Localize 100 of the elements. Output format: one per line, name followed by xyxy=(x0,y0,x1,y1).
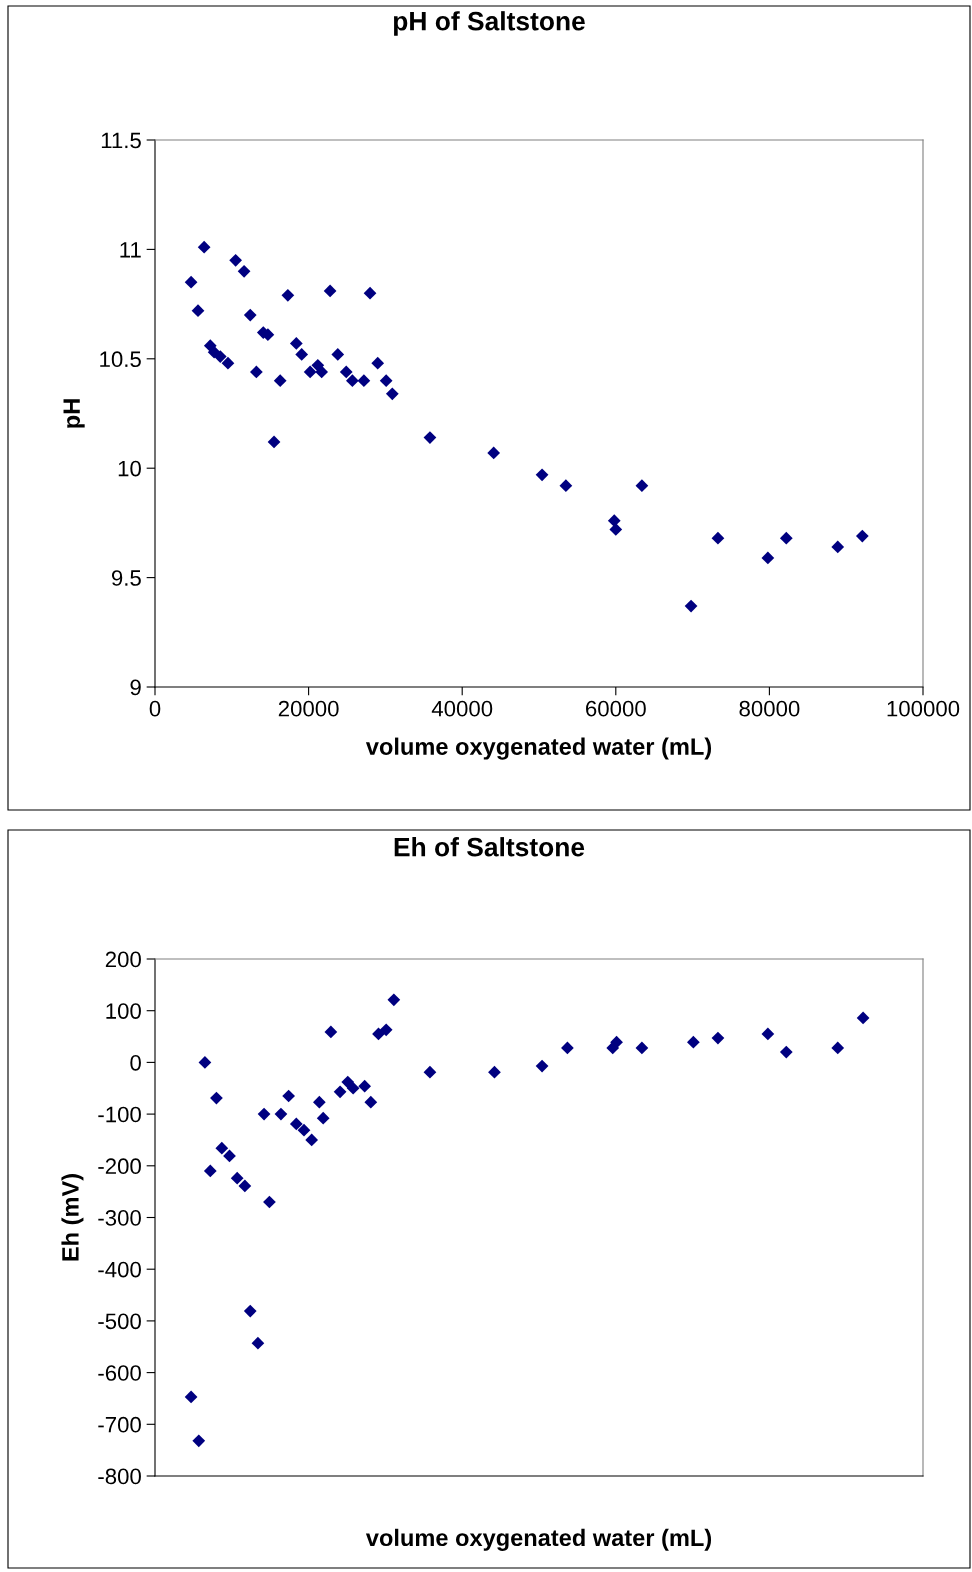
y-tick-label: -500 xyxy=(98,1313,141,1330)
y-tick-label: 11 xyxy=(120,242,141,258)
chart-title: pH of Saltstone xyxy=(393,11,585,36)
point xyxy=(297,1123,311,1137)
y-tick-label: -600 xyxy=(98,1365,141,1381)
y-tick-label: 10.5 xyxy=(100,351,141,368)
point xyxy=(379,374,393,388)
point xyxy=(761,551,775,565)
point xyxy=(423,1065,437,1079)
y-tick-label: 9 xyxy=(130,679,141,696)
y-tick-label: -700 xyxy=(98,1416,141,1433)
point xyxy=(295,348,309,361)
point xyxy=(856,1011,870,1025)
y-tick-label: -300 xyxy=(98,1210,141,1226)
point xyxy=(230,1171,244,1185)
x-tick-label: 40000 xyxy=(431,700,493,717)
point xyxy=(213,350,227,363)
point xyxy=(192,1434,206,1448)
point xyxy=(831,540,845,554)
point xyxy=(303,365,317,379)
x-axis-title: volume oxygenated water (mL) xyxy=(365,737,712,760)
point xyxy=(559,479,573,493)
point xyxy=(358,1079,372,1093)
point xyxy=(184,1390,198,1404)
point xyxy=(379,1023,393,1037)
x-tick-label: 100000 xyxy=(887,700,960,717)
y-tick-label: 100 xyxy=(106,1003,141,1019)
point xyxy=(274,1107,288,1121)
y-axis-title: Eh (mV) xyxy=(61,1174,84,1261)
point xyxy=(323,284,337,298)
point xyxy=(243,1304,257,1318)
point xyxy=(609,523,623,536)
point xyxy=(197,240,211,254)
point xyxy=(761,1027,775,1041)
point xyxy=(363,286,377,300)
y-tick-label: -100 xyxy=(98,1106,141,1123)
point xyxy=(273,374,287,388)
point xyxy=(357,374,371,388)
point xyxy=(635,479,649,493)
point xyxy=(535,1059,549,1073)
point xyxy=(243,308,257,322)
point xyxy=(346,1081,360,1095)
point xyxy=(711,1031,725,1045)
point xyxy=(312,1095,326,1109)
y-tick-label: -400 xyxy=(98,1261,141,1278)
point xyxy=(289,337,303,350)
point xyxy=(687,1035,700,1049)
x-tick-label: 60000 xyxy=(586,700,646,717)
point xyxy=(238,1179,252,1193)
y-tick-label: -800 xyxy=(98,1468,141,1485)
point xyxy=(346,374,359,388)
point xyxy=(215,1141,229,1155)
chart-title: Eh of Saltstone xyxy=(394,837,585,857)
point xyxy=(331,348,345,361)
point xyxy=(289,1117,303,1131)
x-tick-label: 0 xyxy=(149,700,161,717)
x-tick-label: 20000 xyxy=(278,700,339,717)
point xyxy=(305,1133,319,1147)
y-tick-label: -200 xyxy=(98,1158,141,1175)
y-axis-title: pH xyxy=(63,399,85,428)
point xyxy=(267,435,281,449)
point xyxy=(635,1041,649,1055)
point xyxy=(281,288,295,302)
y-tick-label: 11.5 xyxy=(101,132,141,149)
point xyxy=(610,1035,623,1049)
point xyxy=(237,264,251,278)
y-tick-label: 0 xyxy=(130,1054,141,1071)
point xyxy=(779,1045,793,1059)
point xyxy=(371,356,385,370)
point xyxy=(221,356,235,370)
point xyxy=(855,529,869,543)
point xyxy=(257,1107,271,1121)
point xyxy=(251,1336,265,1350)
point xyxy=(339,365,353,379)
point xyxy=(779,531,793,545)
y-tick-label: 10 xyxy=(118,460,141,477)
y-tick-label: 200 xyxy=(105,951,141,968)
point xyxy=(333,1085,347,1099)
point xyxy=(535,468,549,482)
point xyxy=(315,365,329,379)
point xyxy=(316,1111,330,1125)
point xyxy=(387,993,401,1007)
point xyxy=(184,275,198,289)
point xyxy=(229,253,242,267)
point xyxy=(250,365,263,379)
point xyxy=(488,1065,501,1079)
point xyxy=(831,1041,845,1055)
point xyxy=(684,599,698,613)
point xyxy=(191,304,205,318)
point xyxy=(711,531,725,545)
y-tick-label: 9.5 xyxy=(111,570,141,586)
point xyxy=(198,1056,212,1069)
point xyxy=(487,446,501,460)
point xyxy=(364,1095,378,1109)
point xyxy=(324,1025,338,1039)
x-tick-label: 80000 xyxy=(739,700,800,717)
point xyxy=(561,1041,574,1055)
x-axis-title: volume oxygenated water (mL) xyxy=(365,1528,712,1551)
point xyxy=(203,1164,217,1178)
point xyxy=(385,387,399,401)
